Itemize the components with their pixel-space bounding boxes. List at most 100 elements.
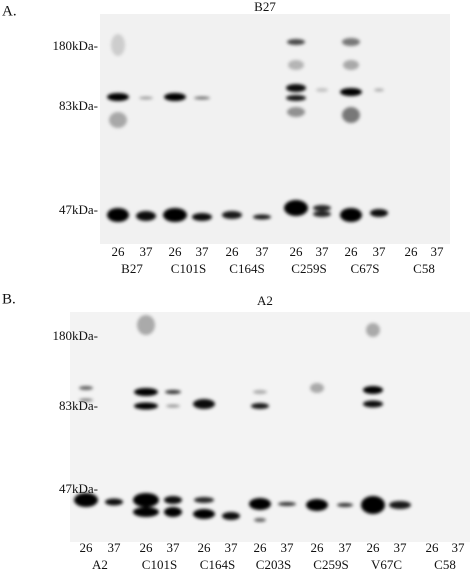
band: [366, 323, 380, 337]
lane-temp: 26: [367, 540, 381, 555]
band: [79, 398, 93, 402]
lane-name: A2: [92, 557, 108, 572]
band: [316, 88, 328, 92]
lane-temp: 37: [373, 244, 387, 259]
band: [107, 208, 129, 222]
lane-temp: 37: [140, 244, 154, 259]
lane-name: C101S: [171, 261, 206, 276]
band: [109, 112, 127, 128]
band: [288, 60, 304, 70]
lane-temp: 37: [225, 540, 239, 555]
band: [361, 496, 385, 514]
mw-marker: 47kDa-: [59, 481, 98, 496]
lane-temp: 26: [254, 540, 268, 555]
band: [313, 205, 331, 211]
lane-temp: 37: [452, 540, 466, 555]
lane-name: C58: [434, 557, 456, 572]
band: [313, 211, 331, 217]
band: [105, 498, 123, 506]
band: [286, 84, 306, 92]
band: [194, 497, 214, 503]
mw-marker: 180kDa-: [53, 328, 99, 343]
lane-temp: 26: [80, 540, 94, 555]
band: [192, 213, 212, 221]
lane-temp: 26: [405, 244, 419, 259]
band: [374, 88, 384, 92]
band: [340, 208, 362, 222]
band: [251, 403, 269, 409]
lane-temp: 37: [431, 244, 445, 259]
lane-name: C164S: [200, 557, 235, 572]
lane-name: V67C: [371, 557, 402, 572]
band: [164, 507, 182, 517]
lane-name: C67S: [351, 261, 380, 276]
band: [107, 93, 129, 101]
band: [337, 503, 353, 507]
lane-name: C259S: [313, 557, 348, 572]
lane-temp: 26: [112, 244, 126, 259]
band: [278, 502, 296, 506]
bands: [74, 34, 411, 522]
panel-title: B27: [254, 0, 276, 14]
lane-name: C203S: [256, 557, 291, 572]
band: [163, 208, 187, 222]
band: [310, 383, 324, 393]
band: [254, 518, 266, 522]
panel-label: B.: [2, 291, 16, 307]
mw-marker: 83kDa-: [59, 98, 98, 113]
lane-temp: 37: [196, 244, 210, 259]
band: [342, 38, 360, 46]
band: [164, 496, 182, 504]
band: [165, 390, 181, 394]
band: [286, 95, 306, 101]
lane-temp: 37: [281, 540, 295, 555]
band: [342, 107, 360, 123]
band: [74, 493, 98, 507]
band: [222, 211, 242, 219]
band: [133, 507, 159, 517]
band: [340, 88, 362, 96]
lane-name: C259S: [291, 261, 326, 276]
mw-marker: 180kDa-: [53, 38, 99, 53]
band: [139, 96, 153, 100]
band: [164, 93, 186, 101]
lane-name: C101S: [142, 557, 177, 572]
band: [79, 386, 93, 390]
lane-temp: 37: [394, 540, 408, 555]
panel-title: A2: [257, 293, 273, 308]
band: [249, 498, 271, 510]
lane-name: B27: [121, 261, 143, 276]
lane-temp: 26: [426, 540, 440, 555]
lane-name: C58: [413, 261, 435, 276]
lane-temp: 26: [290, 244, 304, 259]
lane-temp: 37: [256, 244, 270, 259]
lane-temp: 37: [108, 540, 122, 555]
band: [222, 512, 240, 520]
lane-temp: 26: [311, 540, 325, 555]
lane-temp: 26: [226, 244, 240, 259]
mw-marker: 47kDa-: [59, 202, 98, 217]
band: [370, 209, 388, 217]
band: [389, 501, 411, 509]
lane-name: C164S: [229, 261, 264, 276]
band: [111, 34, 125, 56]
lane-temp: 37: [167, 540, 181, 555]
blot-a: [100, 14, 450, 244]
band: [363, 386, 383, 394]
band: [133, 493, 159, 507]
band: [137, 315, 155, 335]
band: [253, 214, 271, 220]
band: [284, 200, 308, 216]
band: [363, 400, 383, 408]
lane-temp: 37: [339, 540, 353, 555]
lane-temp: 37: [316, 244, 330, 259]
lane-temp: 26: [169, 244, 183, 259]
band: [287, 107, 305, 117]
lane-temp: 26: [140, 540, 154, 555]
band: [194, 96, 210, 100]
band: [193, 399, 215, 409]
band: [343, 60, 359, 70]
band: [253, 390, 267, 394]
lane-temp: 26: [345, 244, 359, 259]
